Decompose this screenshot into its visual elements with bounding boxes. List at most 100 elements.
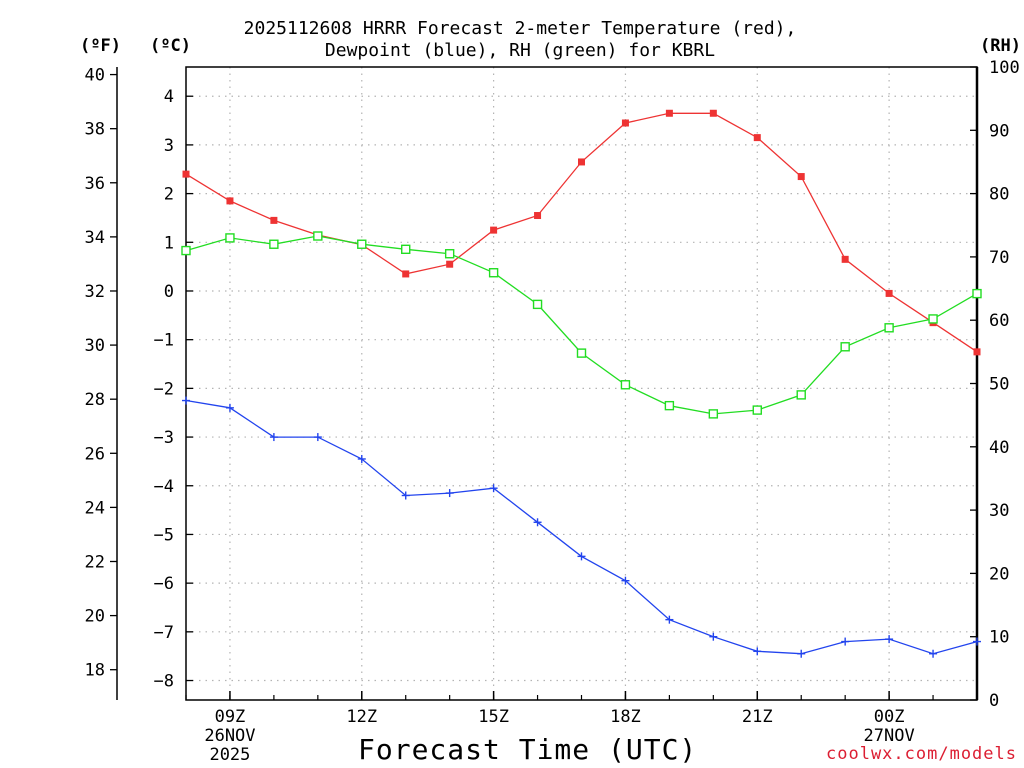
chart-title-line-2: Dewpoint (blue), RH (green) for KBRL	[324, 40, 716, 61]
temperature-point	[182, 170, 190, 178]
rh-point	[796, 390, 806, 400]
temperature-point	[534, 212, 542, 220]
rh-point	[928, 314, 938, 324]
temperature-point	[885, 289, 893, 297]
tick-labels: 182022242628303234363840−8−7−6−5−4−3−2−1…	[85, 58, 1020, 765]
temperature-point	[665, 109, 673, 117]
rh-point	[269, 239, 279, 249]
rh-point	[972, 288, 982, 299]
fahrenheit-tick-label: 32	[85, 282, 105, 302]
dewpoint-line	[185, 399, 978, 655]
temperature-point	[578, 158, 585, 166]
rh-line	[185, 235, 978, 415]
celsius-tick-label: −5	[154, 525, 174, 545]
fahrenheit-tick-label: 30	[85, 336, 105, 356]
rh-point	[752, 405, 762, 415]
fahrenheit-tick-label: 22	[85, 552, 105, 572]
rh-tick-label: 90	[989, 121, 1009, 141]
dewpoint-point	[533, 518, 542, 527]
temperature-point	[226, 197, 234, 205]
rh-point	[357, 239, 367, 249]
dewpoint-point	[973, 637, 981, 646]
x-tick-year: 2025	[209, 745, 250, 765]
fahrenheit-tick-label: 26	[85, 444, 105, 464]
fahrenheit-tick-label: 40	[85, 66, 105, 86]
celsius-tick-label: −8	[154, 672, 174, 692]
rh-point	[576, 348, 587, 358]
x-tick-label: 21Z	[742, 707, 773, 727]
dewpoint-point	[182, 396, 190, 405]
celsius-tick-label: −3	[154, 428, 174, 448]
rh-point	[884, 323, 894, 333]
temperature-point	[270, 216, 278, 224]
series-layer	[181, 109, 982, 658]
temperature-point	[402, 270, 410, 278]
rh-point	[708, 409, 719, 419]
fahrenheit-tick-label: 28	[85, 390, 105, 410]
dewpoint-point	[401, 491, 410, 500]
x-tick-date: 27NOV	[864, 726, 915, 746]
rh-tick-label: 60	[989, 311, 1009, 331]
dewpoint-point	[577, 552, 586, 561]
source-credit: coolwx.com/models	[826, 744, 1017, 764]
dewpoint-point	[269, 433, 278, 442]
dewpoint-point	[753, 647, 762, 656]
axes	[110, 66, 979, 701]
temperature-point	[621, 119, 629, 127]
dewpoint-point	[621, 576, 630, 585]
gridlines	[186, 67, 977, 700]
celsius-tick-label: −1	[154, 331, 174, 351]
rh-tick-label: 10	[989, 628, 1009, 648]
temperature-point	[709, 109, 717, 117]
fahrenheit-tick-label: 24	[85, 498, 105, 518]
celsius-tick-label: −7	[154, 623, 174, 643]
x-tick-label: 12Z	[346, 707, 377, 727]
dewpoint-point	[709, 632, 718, 641]
dewpoint-point	[489, 484, 498, 493]
rh-tick-label: 70	[989, 248, 1009, 268]
rh-tick-label: 80	[989, 185, 1009, 205]
temperature-point	[841, 255, 849, 263]
chart-title-line-1: 2025112608 HRRR Forecast 2-meter Tempera…	[243, 18, 797, 39]
temperature-point	[490, 226, 498, 234]
dewpoint-point	[357, 454, 366, 463]
rh-tick-label: 40	[989, 438, 1009, 458]
x-tick-date: 26NOV	[204, 726, 255, 746]
fahrenheit-tick-label: 18	[85, 661, 105, 681]
rh-axis-unit: (RH)	[980, 36, 1021, 56]
celsius-tick-label: 1	[164, 233, 174, 253]
rh-point	[840, 342, 850, 352]
fahrenheit-tick-label: 20	[85, 607, 105, 627]
fahrenheit-tick-label: 36	[85, 174, 105, 194]
dewpoint-point	[929, 649, 938, 658]
dewpoint-point	[841, 637, 850, 646]
dewpoint-point	[797, 649, 806, 658]
x-axis-title: Forecast Time (UTC)	[358, 733, 698, 766]
rh-point	[664, 400, 675, 411]
celsius-tick-label: 0	[164, 282, 174, 302]
celsius-axis-unit: (ºC)	[150, 36, 191, 56]
temperature-line	[185, 112, 978, 353]
dewpoint-point	[885, 635, 894, 644]
rh-tick-label: 50	[989, 375, 1009, 395]
x-tick-label: 15Z	[478, 707, 509, 727]
temperature-point	[446, 260, 454, 268]
celsius-tick-label: 2	[164, 185, 174, 205]
rh-point	[225, 233, 235, 243]
dewpoint-point	[665, 615, 674, 624]
rh-tick-label: 100	[989, 58, 1020, 78]
temperature-point	[797, 173, 805, 181]
rh-point	[488, 268, 499, 278]
rh-tick-label: 0	[989, 691, 999, 711]
temperature-point	[753, 134, 761, 142]
temperature-point	[973, 348, 981, 356]
x-tick-label: 18Z	[610, 707, 641, 727]
rh-point	[181, 245, 191, 256]
dewpoint-point	[313, 433, 322, 442]
celsius-tick-label: 3	[164, 136, 174, 156]
celsius-tick-label: −6	[154, 574, 174, 594]
rh-point	[401, 244, 411, 255]
x-tick-label: 00Z	[874, 707, 905, 727]
rh-point	[620, 380, 631, 390]
